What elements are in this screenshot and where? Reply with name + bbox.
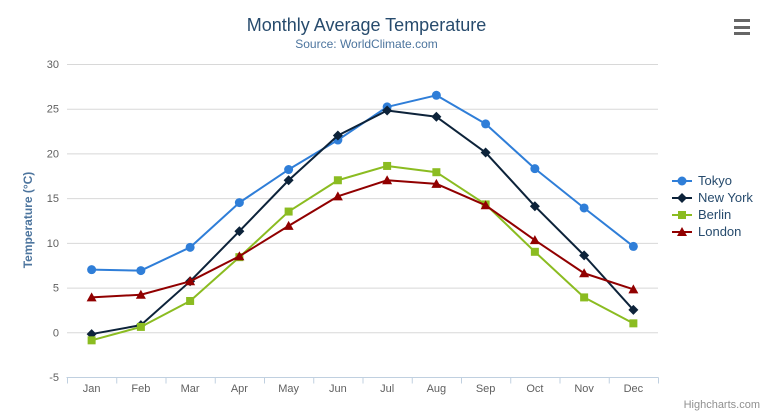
point-tokyo-may[interactable]: [284, 165, 294, 175]
y-axis-label: 25: [47, 104, 59, 116]
series-berlin: [87, 161, 638, 345]
point-berlin-may[interactable]: [284, 207, 293, 216]
series-line-new-york: [91, 109, 635, 336]
y-axis-label: 15: [47, 193, 59, 205]
legend-marker-berlin[interactable]: [678, 210, 686, 219]
point-berlin-mar[interactable]: [186, 296, 195, 305]
x-axis-label: Oct: [526, 383, 543, 395]
series-line-berlin: [91, 164, 634, 342]
point-london-nov[interactable]: [579, 268, 590, 278]
x-axis-label: Jan: [83, 383, 101, 395]
point-new-york-apr[interactable]: [234, 226, 245, 237]
point-berlin-jun[interactable]: [333, 176, 342, 185]
legend-label: Tokyo: [698, 173, 732, 188]
legend: Tokyo New York Berlin London: [671, 172, 753, 240]
credits-link[interactable]: Highcharts.com: [683, 399, 760, 411]
x-axis-label: May: [278, 383, 299, 395]
point-tokyo-mar[interactable]: [185, 242, 195, 252]
point-london-feb[interactable]: [135, 289, 146, 299]
point-london-jan[interactable]: [86, 292, 97, 302]
point-berlin-feb[interactable]: [136, 322, 145, 331]
point-tokyo-sep[interactable]: [481, 119, 491, 129]
point-london-oct[interactable]: [529, 235, 540, 245]
hamburger-icon: [734, 25, 750, 29]
x-axis-label: Apr: [231, 383, 248, 395]
point-new-york-aug[interactable]: [431, 111, 442, 122]
x-axis-label: Dec: [624, 383, 644, 395]
y-axis-label: 20: [47, 148, 59, 160]
new-york-diamond-legend-icon: [672, 192, 692, 203]
hamburger-icon: [734, 32, 750, 35]
point-tokyo-dec[interactable]: [628, 241, 638, 251]
series-line-tokyo: [91, 94, 634, 272]
x-axis-label: Sep: [476, 383, 496, 395]
point-new-york-sep[interactable]: [480, 147, 491, 158]
legend-marker-tokyo[interactable]: [677, 176, 687, 185]
point-new-york-jun[interactable]: [332, 130, 343, 141]
point-berlin-jul[interactable]: [383, 161, 392, 170]
point-london-dec[interactable]: [628, 284, 639, 294]
x-axis-label: Jul: [380, 383, 394, 395]
series-line-london: [91, 179, 634, 299]
point-berlin-aug[interactable]: [432, 168, 441, 177]
series-london: [86, 175, 639, 302]
point-london-sep[interactable]: [480, 200, 491, 210]
london-triangle-legend-icon: [672, 226, 692, 236]
point-berlin-nov[interactable]: [580, 293, 589, 302]
gridlines: [67, 64, 658, 334]
series-new-york: [86, 105, 639, 340]
chart-title: Monthly Average Temperature: [246, 15, 487, 35]
legend-item-tokyo[interactable]: Tokyo: [671, 172, 753, 189]
legend-item-berlin[interactable]: Berlin: [671, 206, 753, 223]
y-axis-label: -5: [49, 372, 59, 384]
x-axis-label: Aug: [427, 383, 447, 395]
point-new-york-may[interactable]: [283, 175, 294, 186]
point-new-york-nov[interactable]: [579, 250, 590, 261]
x-axis-label: Nov: [574, 383, 594, 395]
point-london-jul[interactable]: [382, 175, 393, 185]
y-axis-labels: -5 0 5 10 15 20 25 30: [47, 59, 59, 384]
x-axis-label: Jun: [329, 383, 347, 395]
export-menu-button[interactable]: [734, 19, 754, 35]
point-london-may[interactable]: [283, 220, 294, 230]
y-axis-label: 30: [47, 59, 59, 71]
x-axis-label: Feb: [131, 383, 150, 395]
point-new-york-jul[interactable]: [382, 105, 393, 116]
hamburger-icon: [734, 19, 750, 22]
point-tokyo-jan[interactable]: [87, 265, 97, 275]
y-axis-label: 0: [53, 327, 59, 339]
y-axis-label: 5: [53, 283, 59, 295]
chart-subtitle: Source: WorldClimate.com: [295, 37, 438, 51]
y-axis-label: 10: [47, 238, 59, 250]
point-london-mar[interactable]: [185, 276, 196, 286]
point-london-apr[interactable]: [234, 251, 245, 261]
legend-item-london[interactable]: London: [671, 223, 753, 240]
x-axis-labels: Jan Feb Mar Apr May Jun Jul Aug Sep Oct Nov Dec: [83, 383, 644, 395]
point-tokyo-feb[interactable]: [136, 266, 146, 276]
point-tokyo-apr[interactable]: [234, 198, 244, 208]
x-axis: [66, 377, 659, 384]
legend-label: Berlin: [698, 207, 732, 222]
point-berlin-jan[interactable]: [87, 336, 96, 345]
point-berlin-oct[interactable]: [530, 247, 539, 256]
legend-label: London: [698, 224, 742, 239]
series-tokyo: [87, 90, 638, 276]
point-london-jun[interactable]: [332, 191, 343, 201]
point-berlin-dec[interactable]: [629, 319, 638, 328]
point-london-aug[interactable]: [431, 178, 442, 188]
point-new-york-oct[interactable]: [529, 201, 540, 212]
legend-label: New York: [698, 190, 753, 205]
berlin-square-legend-icon: [672, 210, 692, 219]
tokyo-circle-legend-icon: [672, 176, 692, 185]
legend-marker-new-york[interactable]: [677, 192, 687, 203]
point-new-york-dec[interactable]: [628, 304, 639, 315]
x-axis-label: Mar: [181, 383, 200, 395]
legend-marker-london[interactable]: [677, 226, 687, 236]
legend-item-new-york[interactable]: New York: [671, 189, 753, 206]
point-tokyo-nov[interactable]: [579, 203, 589, 213]
point-tokyo-oct[interactable]: [530, 164, 540, 174]
point-tokyo-aug[interactable]: [431, 90, 441, 100]
